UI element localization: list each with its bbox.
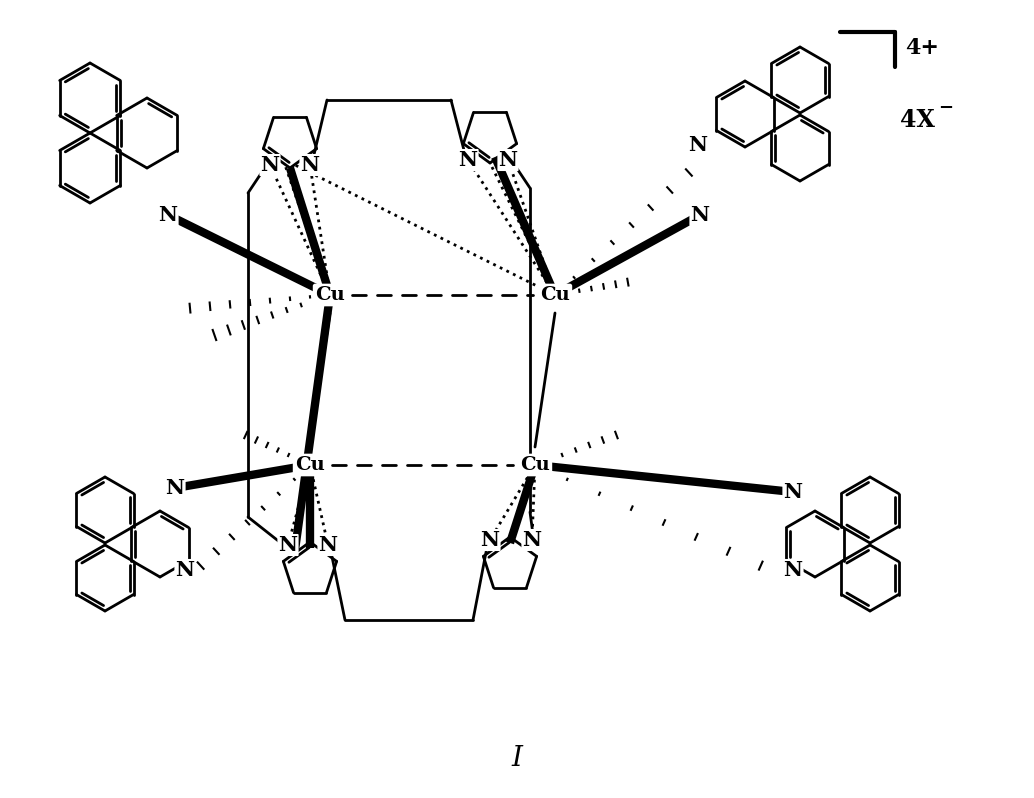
- Text: N: N: [784, 560, 802, 580]
- Text: I: I: [512, 745, 522, 772]
- Text: N: N: [481, 530, 499, 550]
- Text: N: N: [689, 135, 707, 155]
- Text: Cu: Cu: [540, 286, 570, 304]
- Text: N: N: [165, 478, 184, 498]
- Text: N: N: [318, 535, 337, 555]
- Text: N: N: [176, 560, 194, 580]
- Text: 4X: 4X: [900, 108, 935, 132]
- Text: N: N: [784, 482, 802, 502]
- Text: N: N: [261, 155, 279, 175]
- Text: N: N: [498, 150, 518, 170]
- Text: N: N: [691, 205, 709, 225]
- Text: Cu: Cu: [295, 456, 325, 474]
- Text: −: −: [938, 99, 953, 117]
- Text: N: N: [278, 535, 298, 555]
- Text: N: N: [158, 205, 178, 225]
- Text: N: N: [522, 530, 542, 550]
- Text: N: N: [301, 155, 320, 175]
- Text: N: N: [458, 150, 478, 170]
- Text: Cu: Cu: [520, 456, 550, 474]
- Text: 4+: 4+: [905, 37, 939, 59]
- Text: Cu: Cu: [315, 286, 345, 304]
